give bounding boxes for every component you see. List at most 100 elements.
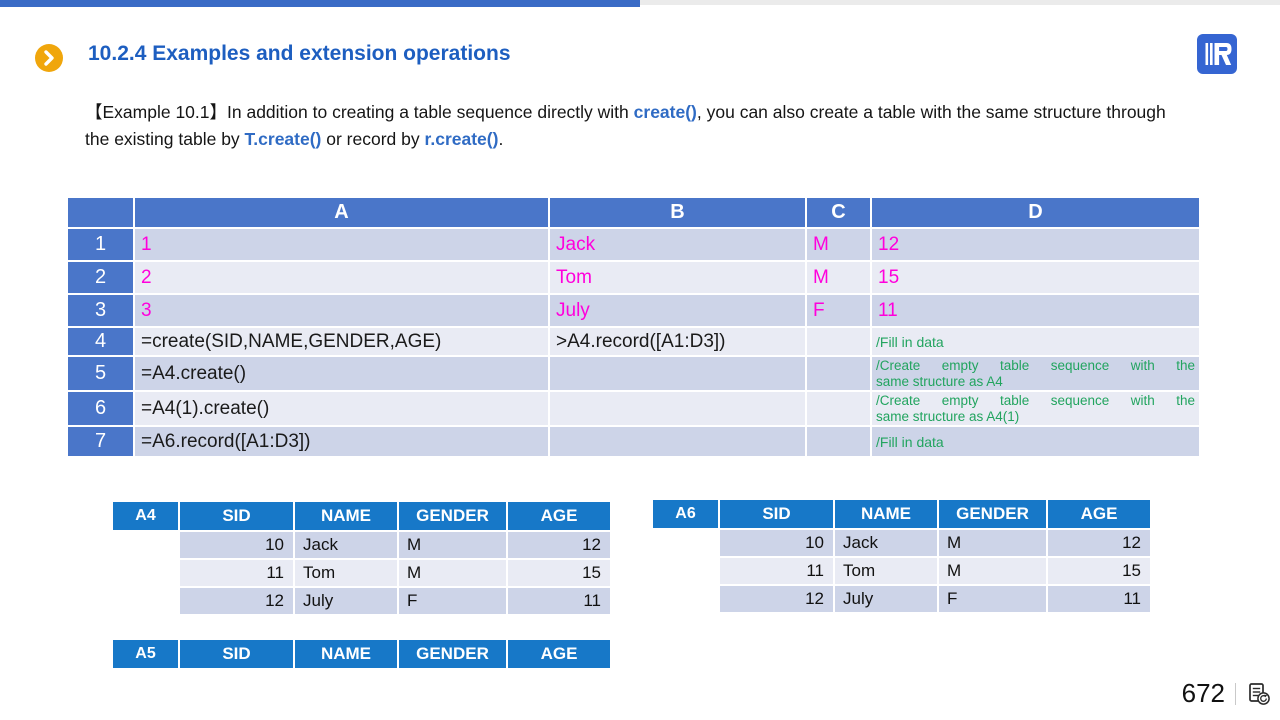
table-label-a6: A6 xyxy=(653,500,718,528)
cell-sid: 10 xyxy=(720,530,833,556)
cell-sid: 12 xyxy=(180,588,293,614)
sheet-cell-b7 xyxy=(550,427,805,456)
sheet-cell-c3: F xyxy=(807,295,870,326)
header-age: AGE xyxy=(508,502,610,530)
sheet-cell-a2: 2 xyxy=(135,262,548,293)
cell-age: 12 xyxy=(508,532,610,558)
sheet-cell-a7: =A6.record([A1:D3]) xyxy=(135,427,548,456)
cell-name: July xyxy=(835,586,937,612)
paragraph-text: , you can also create a table with the s… xyxy=(85,102,1166,149)
cell-sid: 11 xyxy=(720,558,833,584)
cell-age: 15 xyxy=(508,560,610,586)
sheet-cell-a1: 1 xyxy=(135,229,548,260)
spacer xyxy=(113,560,178,586)
header-age: AGE xyxy=(1048,500,1150,528)
example-paragraph: 【Example 10.1】In addition to creating a … xyxy=(85,99,1177,153)
row-header: 7 xyxy=(68,427,133,456)
row-header: 6 xyxy=(68,392,133,425)
sheet-cell-c1: M xyxy=(807,229,870,260)
cell-sid: 11 xyxy=(180,560,293,586)
cell-sid: 12 xyxy=(720,586,833,612)
sheet-cell-a6: =A4(1).create() xyxy=(135,392,548,425)
paragraph-text: or record by xyxy=(321,129,425,149)
header-gender: GENDER xyxy=(399,640,506,668)
comment-line: /Create empty table sequence with the xyxy=(876,358,1195,373)
code-t-create: T.create() xyxy=(244,129,322,149)
sheet-cell-b3: July xyxy=(550,295,805,326)
spl-spreadsheet: A B C D 1 1 Jack M 12 2 2 Tom M 15 3 3 J… xyxy=(68,198,1199,456)
cell-gender: M xyxy=(399,532,506,558)
sheet-cell-c7 xyxy=(807,427,870,456)
col-header-c: C xyxy=(807,198,870,227)
cell-name: July xyxy=(295,588,397,614)
sheet-cell-d7-comment: /Fill in data xyxy=(872,427,1199,456)
row-header: 1 xyxy=(68,229,133,260)
top-bar-gray xyxy=(640,0,1280,5)
comment-line: /Create empty table sequence with the xyxy=(876,393,1195,408)
sheet-cell-c4 xyxy=(807,328,870,355)
header-name: NAME xyxy=(295,640,397,668)
col-header-b: B xyxy=(550,198,805,227)
sheet-cell-d3: 11 xyxy=(872,295,1199,326)
paragraph-text: 【Example 10.1】In addition to creating a … xyxy=(85,102,634,122)
row-header: 5 xyxy=(68,357,133,390)
table-label-a5: A5 xyxy=(113,640,178,668)
comment-line: same structure as A4(1) xyxy=(876,409,1020,424)
cell-age: 11 xyxy=(508,588,610,614)
row-header: 3 xyxy=(68,295,133,326)
sheet-cell-d1: 12 xyxy=(872,229,1199,260)
col-header-d: D xyxy=(872,198,1199,227)
cell-age: 15 xyxy=(1048,558,1150,584)
row-header: 2 xyxy=(68,262,133,293)
paragraph-text: . xyxy=(498,129,504,149)
code-r-create: r.create() xyxy=(424,129,499,149)
header-sid: SID xyxy=(720,500,833,528)
cell-age: 11 xyxy=(1048,586,1150,612)
header-sid: SID xyxy=(180,502,293,530)
sheet-cell-c5 xyxy=(807,357,870,390)
sheet-cell-b2: Tom xyxy=(550,262,805,293)
footer: 672 xyxy=(1182,678,1272,709)
return-to-contents-icon xyxy=(1246,681,1272,707)
spacer xyxy=(653,586,718,612)
chevron-bullet-icon xyxy=(35,44,63,72)
header-sid: SID xyxy=(180,640,293,668)
spacer xyxy=(653,530,718,556)
sheet-cell-d2: 15 xyxy=(872,262,1199,293)
spacer xyxy=(113,532,178,558)
sheet-cell-a5: =A4.create() xyxy=(135,357,548,390)
cell-age: 12 xyxy=(1048,530,1150,556)
cell-gender: F xyxy=(399,588,506,614)
sheet-cell-b5 xyxy=(550,357,805,390)
header-gender: GENDER xyxy=(939,500,1046,528)
page-number: 672 xyxy=(1181,678,1225,708)
top-bar-blue xyxy=(0,0,640,7)
code-create: create() xyxy=(633,102,697,122)
header-age: AGE xyxy=(508,640,610,668)
cell-name: Jack xyxy=(295,532,397,558)
sheet-cell-b4: >A4.record([A1:D3]) xyxy=(550,328,805,355)
sheet-cell-d5-comment: /Create empty table sequence with the sa… xyxy=(872,357,1199,390)
raqsoft-logo-icon xyxy=(1197,34,1237,74)
spacer xyxy=(113,588,178,614)
page-title: 10.2.4 Examples and extension operations xyxy=(88,42,511,65)
sheet-cell-a3: 3 xyxy=(135,295,548,326)
cell-name: Tom xyxy=(295,560,397,586)
comment-line: same structure as A4 xyxy=(876,374,1003,389)
sheet-cell-d4-comment: /Fill in data xyxy=(872,328,1199,355)
cell-sid: 10 xyxy=(180,532,293,558)
result-table-a5: A5 SID NAME GENDER AGE xyxy=(113,640,610,668)
sheet-cell-b6 xyxy=(550,392,805,425)
table-label-a4: A4 xyxy=(113,502,178,530)
footer-divider xyxy=(1235,682,1236,705)
header-name: NAME xyxy=(835,500,937,528)
sheet-cell-c6 xyxy=(807,392,870,425)
col-header-a: A xyxy=(135,198,548,227)
cell-name: Tom xyxy=(835,558,937,584)
cell-name: Jack xyxy=(835,530,937,556)
cell-gender: M xyxy=(399,560,506,586)
sheet-cell-c2: M xyxy=(807,262,870,293)
row-header: 4 xyxy=(68,328,133,355)
header-gender: GENDER xyxy=(399,502,506,530)
corner-cell xyxy=(68,198,133,227)
